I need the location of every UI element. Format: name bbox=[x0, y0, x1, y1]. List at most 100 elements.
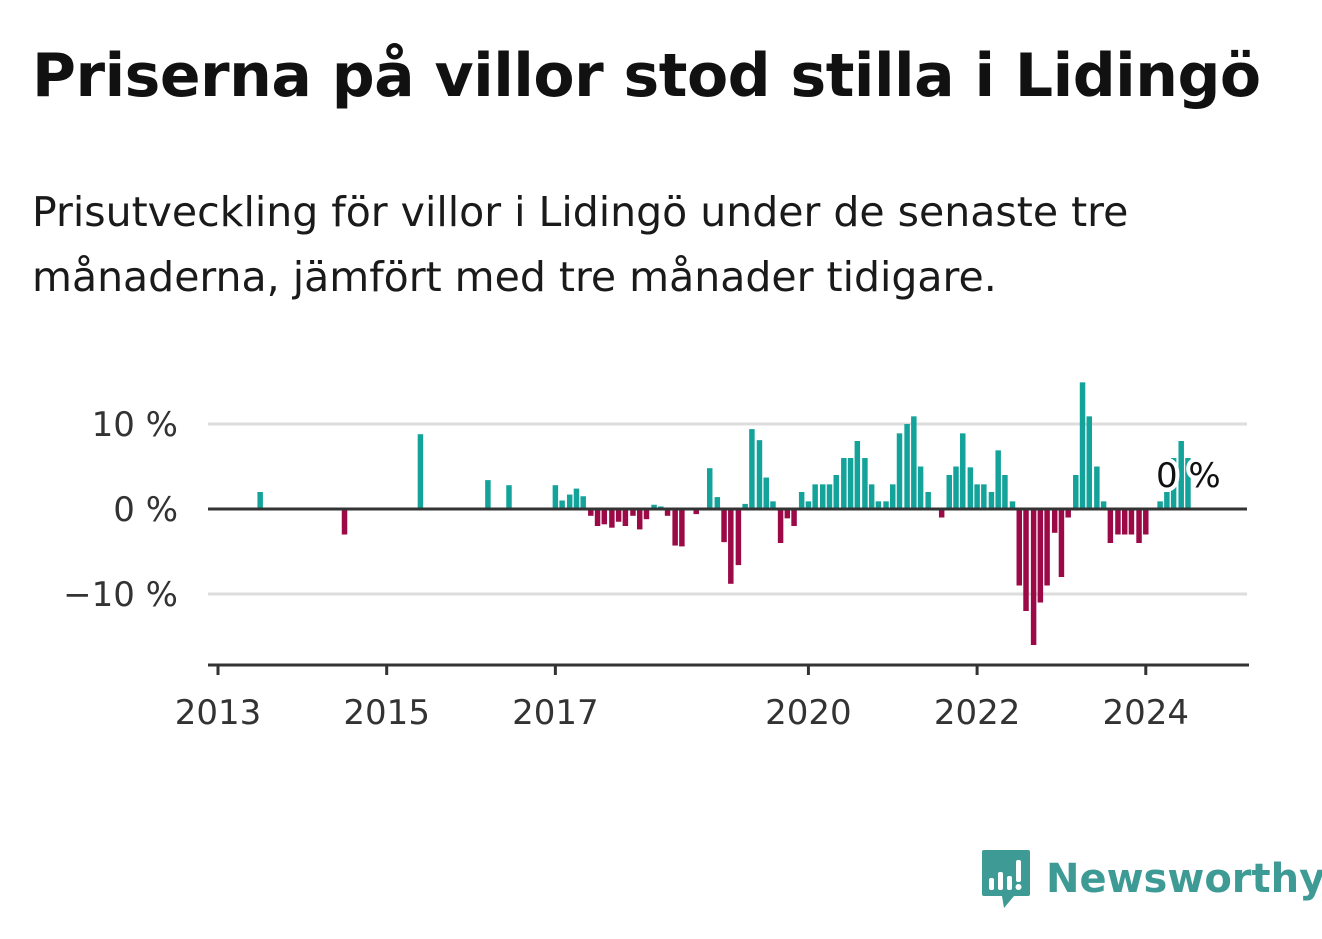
bar-58 bbox=[946, 475, 952, 509]
x-tick-label-0: 2013 bbox=[175, 693, 262, 733]
bar-1 bbox=[341, 509, 348, 535]
bar-82 bbox=[1115, 509, 1121, 535]
bar-36 bbox=[784, 509, 791, 519]
bar-57 bbox=[938, 509, 945, 518]
bar-38 bbox=[798, 492, 805, 509]
page-subtitle: Prisutveckling för villor i Lidingö unde… bbox=[32, 188, 1129, 301]
bar-52 bbox=[896, 433, 903, 509]
bar-45 bbox=[847, 458, 854, 509]
bar-79 bbox=[1094, 466, 1100, 509]
bar-49 bbox=[875, 501, 882, 509]
bar-69 bbox=[1023, 509, 1029, 611]
bar-26 bbox=[714, 497, 721, 509]
bar-77 bbox=[1079, 382, 1086, 509]
bar-43 bbox=[833, 475, 839, 509]
bar-64 bbox=[988, 492, 995, 509]
bar-7 bbox=[566, 494, 573, 509]
page-title: Priserna på villor stod stilla i Lidingö bbox=[32, 41, 1261, 111]
bar-18 bbox=[643, 509, 650, 520]
bar-30 bbox=[742, 503, 748, 509]
bar-6 bbox=[559, 500, 565, 509]
gridlines bbox=[208, 422, 1247, 596]
bar-4 bbox=[506, 485, 512, 509]
bar-68 bbox=[1016, 509, 1023, 586]
newsworthy-logo-text: Newsworthy bbox=[1046, 856, 1322, 902]
bar-84 bbox=[1128, 509, 1135, 535]
bar-5 bbox=[552, 485, 559, 509]
bar-67 bbox=[1009, 501, 1016, 509]
bar-34 bbox=[770, 501, 776, 509]
bar-16 bbox=[630, 509, 636, 516]
bar-53 bbox=[904, 424, 910, 509]
bar-17 bbox=[636, 509, 643, 530]
bar-90 bbox=[1178, 441, 1184, 509]
axes: 10 % 0 % −10 % 2013 2015 2017 2020 2022 2024 bbox=[63, 405, 1249, 733]
annotation: 0 %0 % bbox=[1152, 452, 1225, 500]
bar-81 bbox=[1107, 509, 1114, 543]
bar-21 bbox=[664, 509, 671, 516]
bar-48 bbox=[868, 484, 875, 509]
bar-62 bbox=[974, 484, 980, 509]
y-tick-label-0: 10 % bbox=[92, 405, 178, 445]
bar-11 bbox=[594, 509, 601, 526]
bar-83 bbox=[1121, 509, 1128, 535]
x-tick-label-4: 2022 bbox=[934, 693, 1021, 733]
bar-19 bbox=[651, 504, 657, 509]
bar-23 bbox=[679, 509, 685, 547]
bar-71 bbox=[1037, 509, 1044, 603]
bar-59 bbox=[953, 466, 959, 509]
x-tick-label-3: 2020 bbox=[765, 693, 852, 733]
bar-66 bbox=[1002, 475, 1008, 509]
bar-15 bbox=[622, 509, 629, 526]
bar-9 bbox=[580, 496, 586, 509]
bar-31 bbox=[749, 429, 755, 509]
bar-2 bbox=[417, 434, 424, 509]
bar-54 bbox=[911, 416, 917, 509]
bar-85 bbox=[1136, 509, 1142, 543]
bar-0 bbox=[257, 492, 263, 509]
bar-63 bbox=[981, 484, 987, 509]
bar-25 bbox=[706, 468, 713, 509]
bar-8 bbox=[573, 488, 580, 509]
bar-35 bbox=[777, 509, 784, 543]
bar-91 bbox=[1185, 458, 1191, 509]
bar-75 bbox=[1065, 509, 1071, 518]
bar-80 bbox=[1100, 501, 1107, 509]
bar-60 bbox=[960, 433, 966, 509]
bar-46 bbox=[854, 441, 861, 509]
bars bbox=[257, 382, 1191, 645]
y-tick-label-2: −10 % bbox=[63, 575, 178, 615]
x-tick-label-5: 2024 bbox=[1103, 693, 1190, 733]
bar-12 bbox=[601, 509, 608, 525]
bar-13 bbox=[609, 509, 615, 528]
bar-73 bbox=[1051, 509, 1058, 533]
bar-3 bbox=[485, 480, 491, 509]
bar-89 bbox=[1170, 458, 1177, 509]
bar-42 bbox=[826, 484, 833, 509]
bar-24 bbox=[693, 509, 699, 515]
bar-56 bbox=[925, 492, 931, 509]
newsworthy-logo: Newsworthy bbox=[980, 848, 1322, 910]
bar-22 bbox=[672, 509, 678, 546]
x-tick-label-2: 2017 bbox=[512, 693, 599, 733]
bar-29 bbox=[735, 509, 742, 566]
bar-74 bbox=[1058, 509, 1065, 577]
bar-39 bbox=[805, 501, 812, 509]
bar-14 bbox=[615, 509, 622, 522]
bar-72 bbox=[1044, 509, 1050, 586]
bar-47 bbox=[862, 458, 868, 509]
bar-41 bbox=[820, 484, 826, 509]
bar-10 bbox=[588, 509, 594, 516]
x-tick-label-1: 2015 bbox=[343, 693, 430, 733]
bar-27 bbox=[721, 509, 727, 543]
bar-44 bbox=[841, 458, 847, 509]
bar-65 bbox=[995, 450, 1001, 509]
bar-33 bbox=[763, 477, 769, 509]
bar-51 bbox=[890, 484, 896, 509]
bar-50 bbox=[883, 501, 889, 509]
bar-55 bbox=[917, 466, 924, 509]
annotation-halo: 0 % bbox=[1156, 456, 1221, 496]
bar-78 bbox=[1086, 416, 1093, 509]
bar-87 bbox=[1157, 501, 1163, 509]
